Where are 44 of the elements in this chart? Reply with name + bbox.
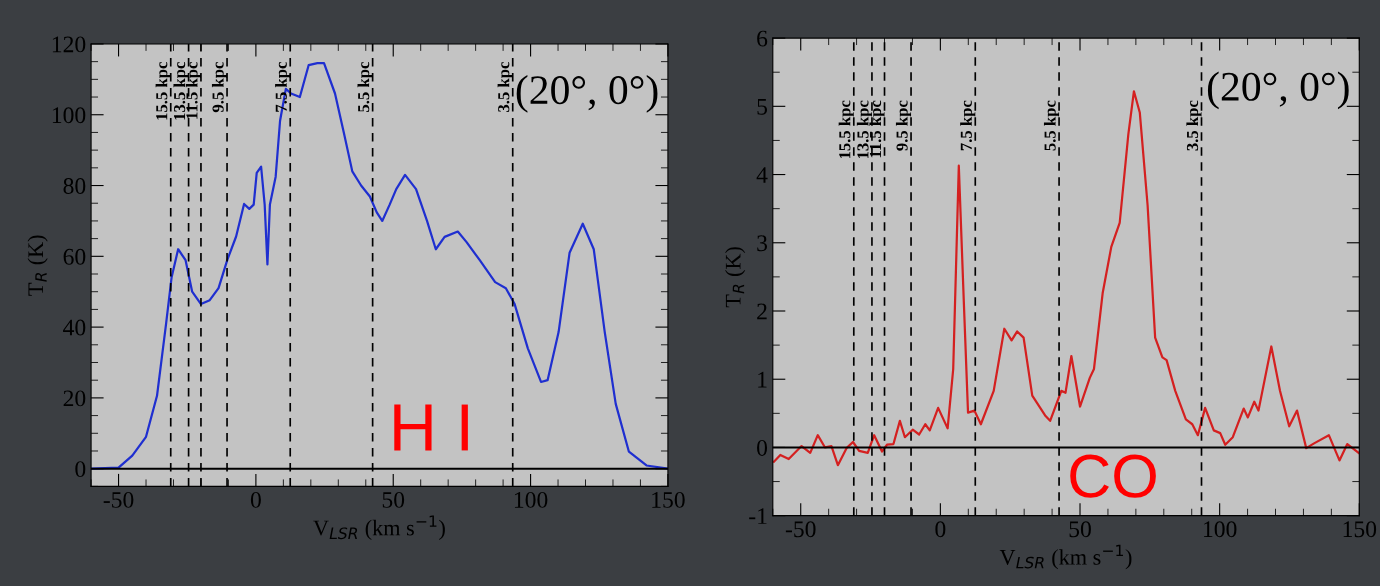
x-tick-label: 150: [652, 491, 685, 508]
ref-line-label: 3.5 kpc: [1186, 100, 1202, 151]
y-axis-title: T$_{R}$ (K): [27, 235, 48, 296]
x-tick-label: -50: [785, 521, 816, 538]
x-tick-label: 100: [514, 491, 548, 508]
x-tick-label: 100: [1204, 521, 1237, 538]
annotation: CO: [1070, 454, 1156, 498]
ref-line-label: 5.5 kpc: [357, 62, 373, 112]
x-tick-label: 0: [250, 491, 261, 508]
x-tick-label: 150: [1343, 521, 1377, 538]
y-tick-label: 120: [52, 36, 86, 53]
x-tick-label: 50: [1069, 521, 1091, 538]
ref-line-label: 15.5 kpc: [838, 100, 854, 159]
ref-line-label: 5.5 kpc: [1043, 100, 1060, 151]
y-tick-label: 6: [757, 30, 768, 47]
y-tick-label: -1: [749, 508, 767, 524]
annotation: (20°, 0°): [516, 74, 658, 113]
y-tick-label: 0: [75, 461, 86, 478]
y-tick-label: 3: [757, 235, 768, 252]
x-tick-label: 50: [382, 491, 405, 508]
x-tick-label: -50: [103, 491, 134, 508]
x-axis-title: V$_{LSR}$ (km s$^{−1}$): [313, 515, 445, 541]
line-series: [91, 61, 668, 470]
annotation: H I: [394, 404, 468, 451]
y-tick-label: 100: [52, 107, 86, 124]
x-axis-title: V$_{LSR}$ (km s$^{−1}$): [999, 544, 1132, 570]
y-tick-label: 4: [756, 167, 768, 183]
ref-line-label: 7.5 kpc: [960, 100, 976, 151]
y-tick-label: 0: [757, 439, 768, 456]
ref-line-label: 3.5 kpc: [497, 62, 513, 112]
y-tick-label: 20: [63, 390, 86, 407]
y-tick-label: 80: [63, 178, 86, 194]
y-tick-label: 5: [757, 99, 768, 115]
y-tick-label: 40: [63, 319, 86, 336]
ref-line-label: 9.5 kpc: [211, 62, 228, 113]
ref-line-label: 9.5 kpc: [895, 100, 912, 151]
x-tick-label: 0: [935, 521, 946, 538]
annotation: (20°, 0°): [1207, 71, 1349, 110]
ref-line-label: 7.5 kpc: [275, 62, 291, 112]
y-axis-title: T$_{R}$ (K): [725, 247, 746, 308]
ref-line-label: 15.5 kpc: [155, 62, 171, 120]
y-tick-label: 2: [757, 303, 767, 320]
y-tick-label: 60: [63, 248, 86, 265]
y-tick-label: 1: [758, 371, 767, 388]
